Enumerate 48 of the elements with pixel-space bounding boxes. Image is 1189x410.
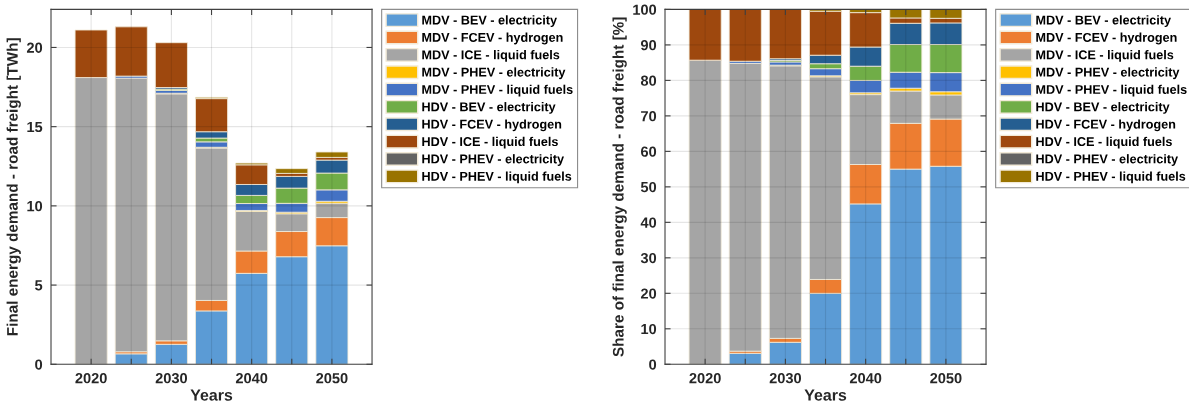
legend-label: HDV - PHEV - liquid fuels — [422, 171, 572, 184]
y-axis-title: Share of final energy demand - road freight [%] — [612, 17, 627, 357]
legend-label: MDV - PHEV - liquid fuels — [422, 84, 573, 97]
x-tick-label: 2050 — [930, 373, 962, 384]
x-tick-label: 2040 — [235, 373, 268, 384]
y-tick-label: 0 — [35, 359, 43, 370]
y-tick-label: 90 — [640, 40, 657, 51]
legend-label: MDV - PHEV - electricity — [1036, 67, 1180, 80]
y-tick-label: 40 — [640, 217, 657, 228]
y-tick-label: 10 — [27, 200, 43, 212]
x-tick-label: 2030 — [769, 373, 802, 384]
x-tick-label: 2020 — [689, 373, 721, 384]
y-tick-label: 70 — [641, 110, 657, 122]
legend-label: HDV - BEV - electricity — [422, 102, 556, 114]
y-tick-label: 0 — [649, 359, 657, 370]
legend-label: MDV - PHEV - electricity — [422, 67, 566, 80]
x-axis-title: Years — [190, 389, 233, 401]
legend-label: HDV - PHEV - liquid fuels — [1036, 171, 1186, 184]
legend-label: HDV - FCEV - hydrogen — [1036, 119, 1176, 132]
legend-label: MDV - FCEV - hydrogen — [422, 32, 563, 45]
y-tick-label: 20 — [26, 42, 43, 53]
x-tick-label: 2020 — [75, 373, 107, 384]
legend-label: MDV - ICE - liquid fuels — [1036, 50, 1174, 62]
legend-label: HDV - PHEV - electricity — [1036, 154, 1178, 166]
y-tick-label: 80 — [640, 75, 657, 86]
y-tick-label: 10 — [641, 323, 657, 335]
y-tick-label: 15 — [27, 121, 43, 133]
x-tick-label: 2050 — [316, 373, 348, 384]
legend-label: HDV - FCEV - hydrogen — [422, 119, 562, 132]
legend-label: HDV - PHEV - electricity — [422, 154, 564, 166]
y-axis-title: Final energy demand - road freight [TWh] — [6, 38, 21, 336]
y-tick-label: 30 — [640, 252, 657, 264]
y-tick-label: 5 — [35, 280, 43, 291]
y-tick-label: 60 — [640, 146, 657, 157]
y-tick-label: 20 — [640, 288, 657, 299]
legend-label: HDV - BEV - electricity — [1036, 102, 1170, 114]
y-tick-label: 50 — [640, 181, 657, 193]
legend-label: HDV - ICE - liquid fuels — [1036, 136, 1172, 149]
x-tick-label: 2030 — [155, 373, 188, 384]
legend-label: MDV - BEV - electricity — [1036, 15, 1171, 28]
legend-label: MDV - ICE - liquid fuels — [422, 50, 560, 62]
legend-label: MDV - PHEV - liquid fuels — [1036, 84, 1187, 97]
legend-label: MDV - BEV - electricity — [422, 15, 557, 28]
x-axis-title: Years — [804, 389, 847, 401]
legend-label: MDV - FCEV - hydrogen — [1036, 32, 1177, 45]
legend-label: HDV - ICE - liquid fuels — [422, 136, 558, 149]
y-tick-label: 100 — [633, 4, 657, 15]
x-tick-label: 2040 — [849, 373, 882, 384]
